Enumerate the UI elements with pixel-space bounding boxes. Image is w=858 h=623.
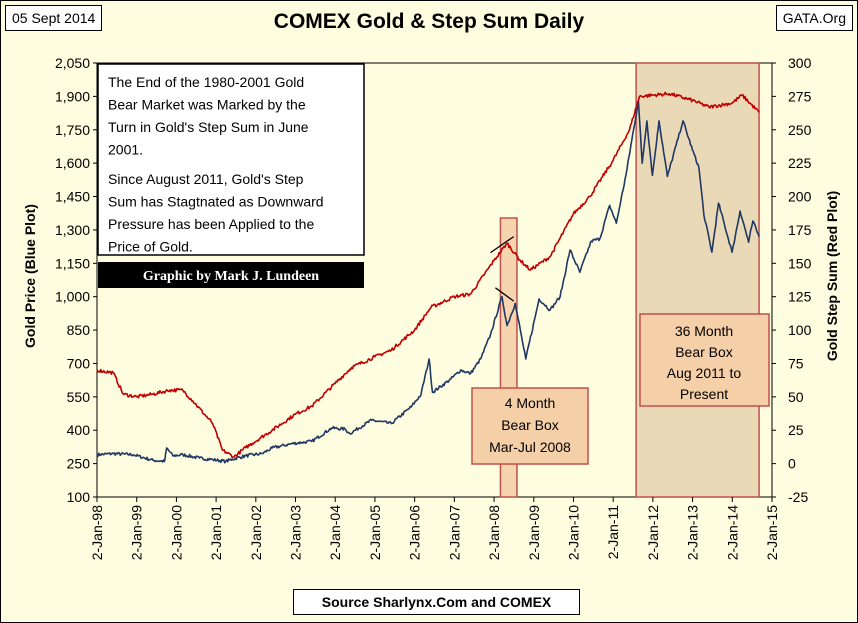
- bear-box-2011-label: 36 Month: [675, 323, 733, 339]
- y-left-tick-label: 1,750: [55, 122, 90, 138]
- note-text-line: The End of the 1980-2001 Gold: [108, 74, 304, 90]
- bear-box-region-2: [635, 62, 760, 498]
- note-text-line: Price of Gold.: [108, 239, 193, 255]
- y-right-tick-label: 0: [788, 456, 796, 472]
- y-right-tick-label: 275: [788, 88, 812, 104]
- x-tick-label: 2-Jan-07: [446, 505, 462, 560]
- note-text-line: Bear Market was Marked by the: [108, 97, 306, 113]
- y-left-tick-label: 1,900: [55, 88, 90, 104]
- y-right-tick-label: 175: [788, 222, 812, 238]
- y-right-tick-label: 50: [788, 389, 804, 405]
- note-box: [97, 63, 365, 256]
- y-right-tick-label: 75: [788, 355, 804, 371]
- series-line-gold-price: [96, 100, 760, 464]
- y-right-tick-label: 100: [788, 322, 812, 338]
- y-right-tick-label: 25: [788, 422, 804, 438]
- y-left-tick-label: 2,050: [55, 55, 90, 71]
- bear-box-2011-label-box: [639, 313, 770, 407]
- bear-box-2008-label: Bear Box: [501, 417, 559, 433]
- y-left-tick-label: 700: [67, 355, 91, 371]
- x-tick-label: 2-Jan-11: [605, 505, 621, 559]
- note-text-line: Sum has Stagtnated as Downward: [108, 194, 324, 210]
- credit-label: Graphic by Mark J. Lundeen: [143, 269, 319, 284]
- site-label: GATA.Org: [775, 5, 853, 31]
- y-right-tick-label: 200: [788, 189, 812, 205]
- chart-title: COMEX Gold & Step Sum Daily: [273, 10, 585, 33]
- bear-box-2008-label: Mar-Jul 2008: [489, 439, 571, 455]
- bear-box-2011-label: Present: [680, 386, 728, 402]
- x-tick-label: 2-Jan-12: [645, 505, 661, 560]
- y-left-tick-label: 1,150: [55, 255, 90, 271]
- x-tick-label: 2-Jan-10: [565, 505, 581, 560]
- x-tick-label: 2-Jan-98: [89, 505, 105, 560]
- y-left-tick-label: 1,000: [55, 289, 90, 305]
- y-left-tick-label: 100: [67, 489, 91, 505]
- x-tick-label: 2-Jan-01: [208, 505, 224, 560]
- x-tick-label: 2-Jan-99: [129, 505, 145, 560]
- x-tick-label: 2-Jan-06: [407, 505, 423, 560]
- x-tick-label: 2-Jan-15: [764, 505, 780, 560]
- y-right-tick-label: 125: [788, 289, 812, 305]
- y-left-tick-label: 550: [67, 389, 91, 405]
- y-right-tick-label: 300: [788, 55, 812, 71]
- x-tick-label: 2-Jan-08: [486, 505, 502, 560]
- bear-box-2008-label: 4 Month: [505, 395, 556, 411]
- y-left-tick-label: 850: [67, 322, 91, 338]
- note-text-line: 2001.: [108, 142, 143, 158]
- note-text-line: Turn in Gold's Step Sum in June: [108, 119, 309, 135]
- x-tick-label: 2-Jan-13: [685, 505, 701, 560]
- y-right-tick-label: 225: [788, 155, 812, 171]
- note-text-line: Since August 2011, Gold's Step: [108, 171, 304, 187]
- y-left-tick-label: 1,450: [55, 189, 90, 205]
- x-tick-label: 2-Jan-00: [168, 505, 184, 560]
- bear-box-2011-label: Aug 2011 to: [667, 365, 742, 381]
- note-text-line: Pressure has been Applied to the: [108, 216, 314, 232]
- y-left-tick-label: 250: [67, 456, 91, 472]
- x-tick-label: 2-Jan-03: [288, 505, 304, 560]
- series-line-step-sum: [96, 91, 760, 459]
- trend-mark-gold: [495, 287, 515, 302]
- trend-mark-step-sum: [490, 236, 515, 254]
- credit-bar: [98, 262, 364, 288]
- x-tick-label: 2-Jan-05: [367, 505, 383, 560]
- y-left-tick-label: 1,600: [55, 155, 90, 171]
- source-footer: Source Sharlynx.Com and COMEX: [293, 589, 580, 615]
- y-left-tick-label: 400: [67, 422, 91, 438]
- date-label: 05 Sept 2014: [5, 5, 103, 31]
- y-right-tick-label: 150: [788, 255, 812, 271]
- bear-box-2008-label-box: [471, 387, 589, 465]
- y-left-tick-label: 1,300: [55, 222, 90, 238]
- x-tick-label: 2-Jan-04: [327, 505, 343, 560]
- x-tick-label: 2-Jan-02: [248, 505, 264, 560]
- x-tick-label: 2-Jan-09: [526, 505, 542, 560]
- y-right-tick-label: 250: [788, 122, 812, 138]
- bear-box-2011-label: Bear Box: [675, 344, 733, 360]
- y-right-tick-label: -25: [788, 489, 808, 505]
- x-tick-label: 2-Jan-14: [724, 505, 740, 560]
